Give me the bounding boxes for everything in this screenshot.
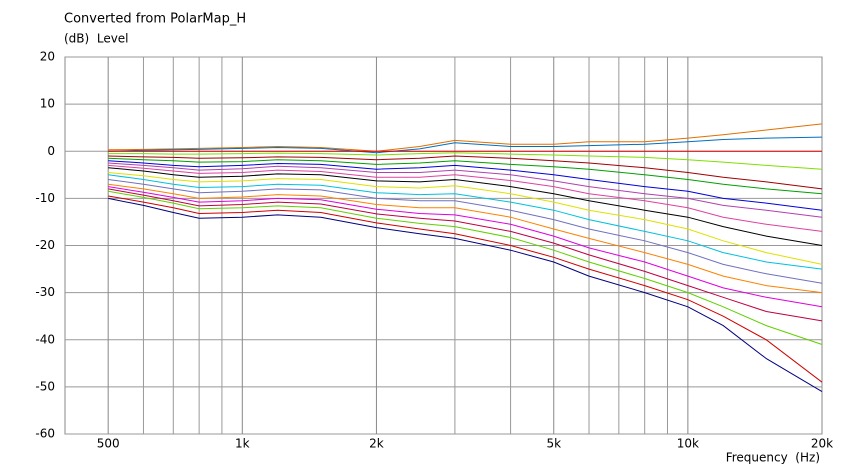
series-line [108,157,823,195]
series-line [108,160,823,211]
series-line [108,123,823,152]
y-axis-label: (dB) Level [64,32,129,46]
series-line [108,155,823,190]
y-tick-label: 10 [40,97,55,111]
x-tick-label: 5k [546,437,561,451]
series-line [108,167,823,246]
x-tick-label: 500 [97,437,120,451]
y-tick-label: -50 [35,379,55,393]
series-line [108,186,823,308]
x-tick-label: 10k [677,437,699,451]
series-line [108,162,823,218]
x-tick-label: 20k [811,437,833,451]
y-tick-label: -10 [35,191,55,205]
series-line [108,190,823,345]
series-line [108,179,823,284]
series-line [108,152,823,170]
series-line [108,188,823,322]
x-tick-label: 1k [235,437,250,451]
chart-title: Converted from PolarMap_H [64,12,246,27]
x-axis-label: Frequency (Hz) [726,451,820,465]
series-line [108,174,823,270]
series-line [108,197,823,393]
series-line [108,164,823,232]
y-tick-label: 0 [47,144,55,158]
y-tick-label: 20 [40,50,55,64]
series-line [108,136,823,154]
series-line [108,195,823,383]
y-tick-label: -40 [35,332,55,346]
series-line [108,183,823,294]
y-tick-label: -60 [35,427,55,441]
series-line [108,172,823,265]
x-tick-label: 2k [369,437,384,451]
y-tick-label: -20 [35,238,55,252]
y-tick-label: -30 [35,285,55,299]
